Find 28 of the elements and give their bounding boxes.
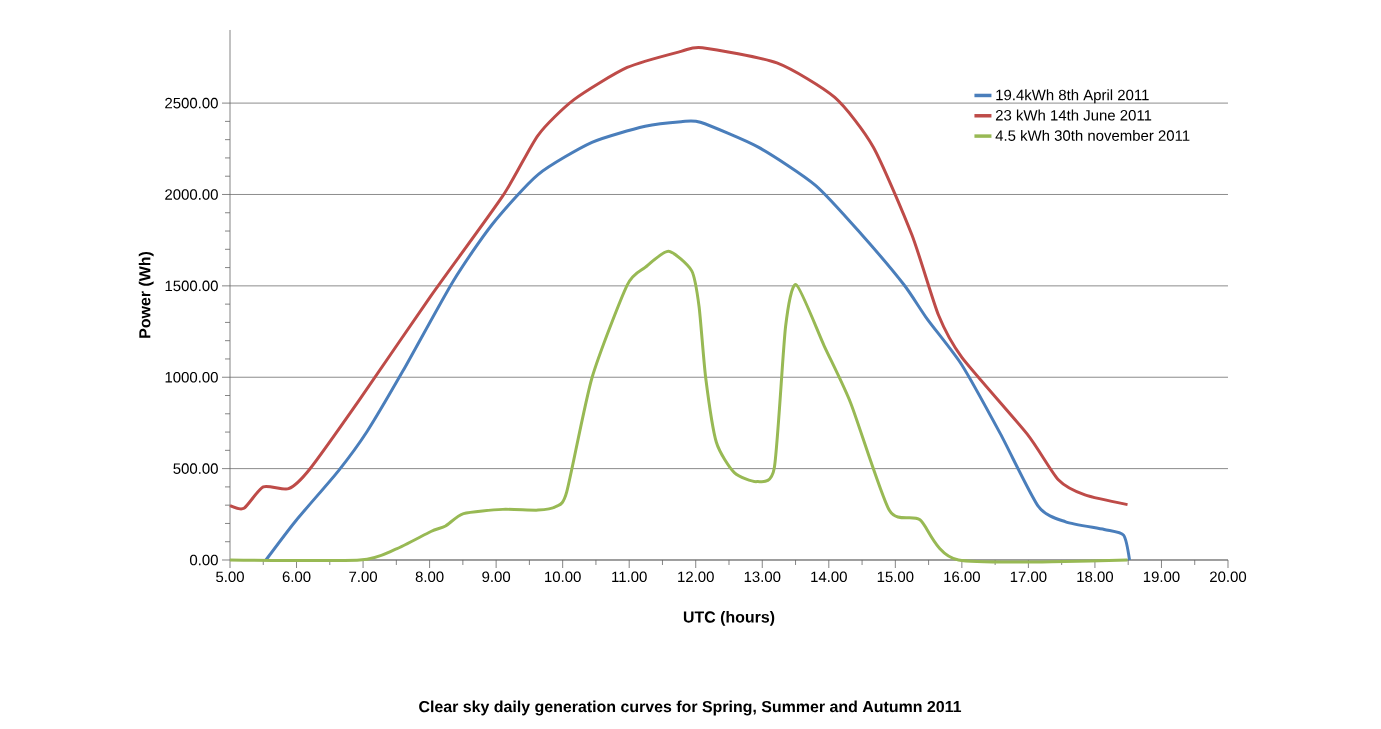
y-axis-title: Power (Wh) xyxy=(138,251,154,338)
x-tick-label: 13.00 xyxy=(744,571,781,583)
x-tick-label: 19.00 xyxy=(1143,571,1180,583)
x-tick-label: 8.00 xyxy=(415,571,444,583)
y-tick-label: 2000.00 xyxy=(165,189,218,200)
legend-label: 4.5 kWh 30th november 2011 xyxy=(995,129,1190,141)
y-tick-label: 1000.00 xyxy=(165,371,218,383)
x-tick-label: 18.00 xyxy=(1077,571,1114,583)
x-tick-label: 5.00 xyxy=(216,571,244,583)
x-tick-label: 11.00 xyxy=(612,571,647,583)
y-tick-label: 500.00 xyxy=(173,463,218,474)
y-tick-label: 0.00 xyxy=(189,554,218,566)
text: Clear sky daily generation curves for Spring, Summer and Autumn 2011 xyxy=(419,700,962,716)
legend-label: 23 kWh 14th June 2011 xyxy=(995,109,1152,121)
x-tick-label: 20.00 xyxy=(1210,571,1247,583)
x-tick-label: 17.00 xyxy=(1010,571,1047,583)
x-tick-label: 6.00 xyxy=(282,571,311,583)
legend-label: 19.4kWh 8th April 2011 xyxy=(996,89,1149,104)
y-tick-label: 1500.00 xyxy=(165,280,218,292)
x-tick-label: 14.00 xyxy=(811,571,847,583)
x-tick-label: 7.00 xyxy=(349,571,378,583)
x-tick-label: 16.00 xyxy=(944,571,980,583)
x-tick-label: 9.00 xyxy=(482,571,511,583)
x-axis-title: UTC (hours) xyxy=(683,610,775,626)
x-tick-label: 12.00 xyxy=(678,571,714,583)
x-tick-label: 10.00 xyxy=(545,571,581,583)
y-tick-label: 2500.00 xyxy=(165,97,218,109)
x-tick-label: 15.00 xyxy=(877,571,914,583)
